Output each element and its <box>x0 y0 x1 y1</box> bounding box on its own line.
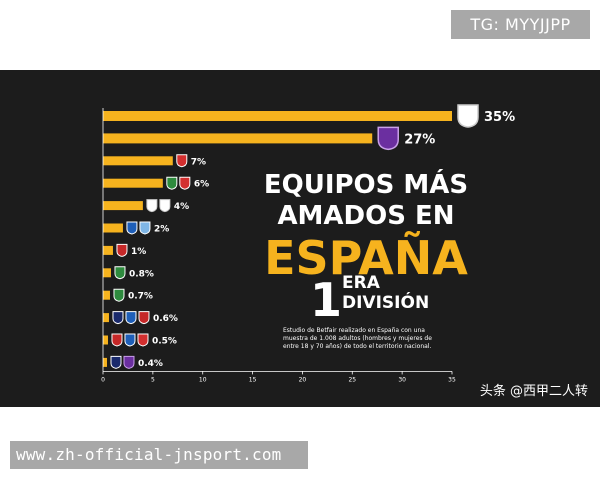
shield-white-icon <box>159 199 171 213</box>
x-tick-label: 0 <box>101 376 105 383</box>
bar-8 <box>103 268 111 278</box>
infographic-panel <box>0 70 600 407</box>
division-suffix: ERA <box>342 273 381 293</box>
shield-white-icon <box>457 104 479 128</box>
shield-redwhite-icon <box>179 176 191 190</box>
shield-blue-icon <box>125 311 137 325</box>
shield-red-icon <box>138 311 150 325</box>
value-label-11: 0.5% <box>152 337 177 347</box>
bar-3 <box>103 156 173 166</box>
x-axis: 0 5 10 15 20 25 30 35 <box>101 108 456 383</box>
shield-blue-icon <box>124 333 136 347</box>
value-label-3: 7% <box>191 157 206 167</box>
bar-9 <box>103 290 110 300</box>
x-tick-label: 25 <box>348 376 356 383</box>
bar-4 <box>103 178 163 188</box>
watermark: 头条 @西甲二人转 <box>480 383 588 399</box>
shield-navy-icon <box>110 355 122 369</box>
shield-green-icon <box>114 266 126 280</box>
channel-tag: TG: MYYJJPP <box>451 10 590 39</box>
note-line-1: Estudio de Betfair realizado en España c… <box>283 327 425 334</box>
value-label-6: 2% <box>154 225 169 235</box>
shield-redwhite-icon <box>176 154 188 168</box>
title-line-3: ESPAÑA <box>264 231 468 285</box>
division-word: DIVISIÓN <box>342 291 429 313</box>
value-label-7: 1% <box>131 247 146 257</box>
x-tick-label: 15 <box>249 376 257 383</box>
shield-purple-icon <box>377 126 399 151</box>
division-number: 1 <box>310 273 342 327</box>
shield-purple-icon <box>123 355 135 369</box>
value-label-8: 0.8% <box>129 269 154 279</box>
division-subtitle: 1 ERA DIVISIÓN <box>310 273 429 327</box>
shield-white-icon <box>146 199 158 213</box>
value-label-10: 0.6% <box>153 314 178 324</box>
note-line-2: muestra de 1.008 adultos (hombres y muje… <box>283 335 432 342</box>
title-line-2: AMADOS EN <box>277 201 454 231</box>
bars-layer: 35% 27% 7% 6% 4% 2% 1% 0.8% 0.7% 0.6% 0.5% 0.4% <box>103 104 515 369</box>
shield-red-icon <box>116 243 128 257</box>
bar-11 <box>103 335 108 345</box>
shield-greenwhite-icon <box>113 288 125 302</box>
study-note: Estudio de Betfair realizado en España c… <box>283 327 432 350</box>
x-tick-label: 5 <box>151 376 155 383</box>
shield-green-icon <box>166 176 178 190</box>
note-line-3: entre 18 y 70 años) de todo el territori… <box>283 343 431 350</box>
x-tick-label: 10 <box>199 376 207 383</box>
shield-blue-icon <box>126 221 138 235</box>
shield-navy-icon <box>112 311 124 325</box>
bar-5 <box>103 201 143 211</box>
x-tick-label: 35 <box>448 376 456 383</box>
value-label-4: 6% <box>194 180 209 190</box>
value-label-2: 27% <box>404 132 435 147</box>
shield-red-icon <box>111 333 123 347</box>
value-label-12: 0.4% <box>138 359 163 369</box>
value-label-9: 0.7% <box>128 292 153 302</box>
x-tick-label: 30 <box>398 376 406 383</box>
bar-chart: 35% 27% 7% 6% 4% 2% 1% 0.8% 0.7% 0.6% 0.5% 0.4% 0 5 1… <box>101 104 588 399</box>
shield-lightblue-icon <box>139 221 151 235</box>
bar-12 <box>103 357 107 367</box>
bar-1 <box>103 111 452 121</box>
title-line-1: EQUIPOS MÁS <box>264 168 468 200</box>
x-tick-label: 20 <box>299 376 307 383</box>
bar-10 <box>103 313 109 323</box>
shield-redwhite-icon <box>137 333 149 347</box>
bar-7 <box>103 245 113 255</box>
bar-6 <box>103 223 123 233</box>
bar-2 <box>103 133 373 144</box>
value-label-1: 35% <box>484 110 515 125</box>
site-url: www.zh-official-jnsport.com <box>10 441 308 469</box>
value-label-5: 4% <box>174 202 189 212</box>
chart-title: EQUIPOS MÁS AMADOS EN ESPAÑA <box>264 168 468 285</box>
